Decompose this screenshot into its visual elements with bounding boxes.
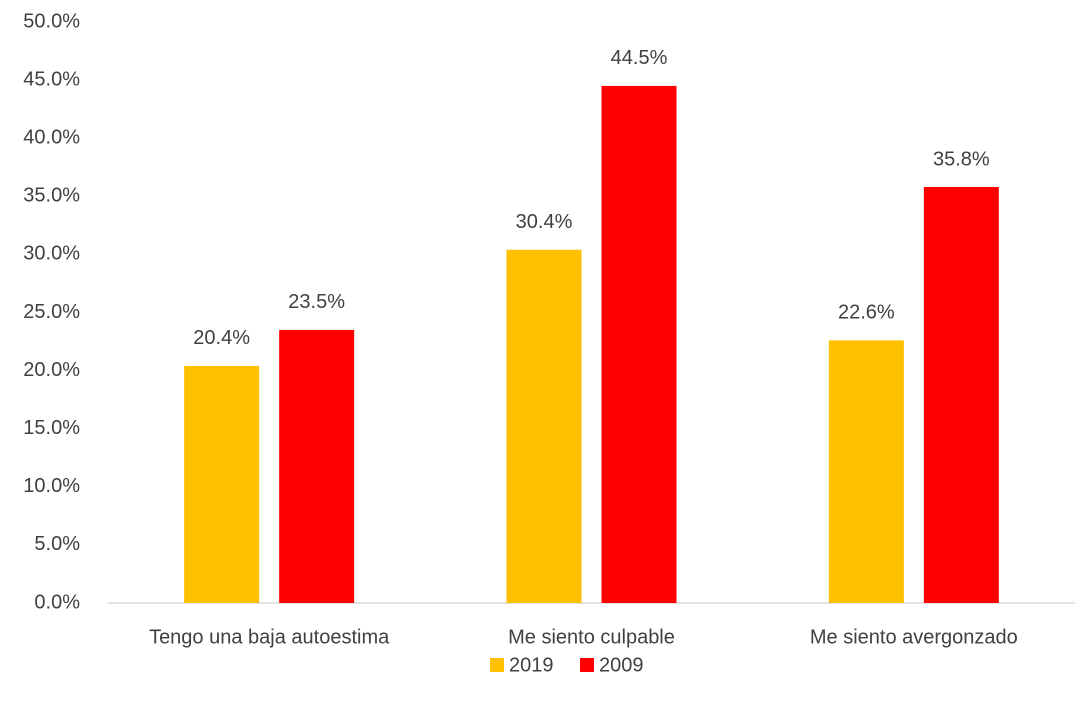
y-tick-label: 40.0%	[23, 126, 80, 148]
y-tick-label: 50.0%	[23, 10, 80, 32]
bar	[506, 249, 582, 603]
y-tick-label: 30.0%	[23, 243, 80, 265]
y-tick-label: 5.0%	[34, 533, 80, 555]
value-label: 22.6%	[838, 302, 895, 324]
y-tick-label: 35.0%	[23, 185, 80, 207]
value-label: 20.4%	[193, 327, 250, 349]
bar	[184, 365, 260, 603]
value-label: 44.5%	[611, 47, 668, 69]
x-tick-label: Me siento culpable	[508, 626, 675, 648]
legend-swatch	[490, 658, 504, 672]
value-label: 35.8%	[933, 148, 990, 170]
y-tick-label: 25.0%	[23, 301, 80, 323]
y-tick-label: 20.0%	[23, 359, 80, 381]
value-label: 30.4%	[516, 211, 573, 233]
bar	[279, 329, 355, 603]
x-tick-label: Me siento avergonzado	[810, 626, 1018, 648]
y-tick-label: 10.0%	[23, 475, 80, 497]
bar	[923, 187, 999, 603]
y-tick-label: 45.0%	[23, 68, 80, 90]
x-tick-label: Tengo una baja autoestima	[149, 626, 390, 648]
y-tick-label: 15.0%	[23, 417, 80, 439]
legend-label: 2009	[599, 654, 644, 676]
y-tick-label: 0.0%	[34, 591, 80, 613]
bar	[828, 340, 904, 603]
legend-swatch	[580, 658, 594, 672]
bar	[601, 85, 677, 603]
legend-label: 2019	[509, 654, 554, 676]
value-label: 23.5%	[288, 291, 345, 313]
